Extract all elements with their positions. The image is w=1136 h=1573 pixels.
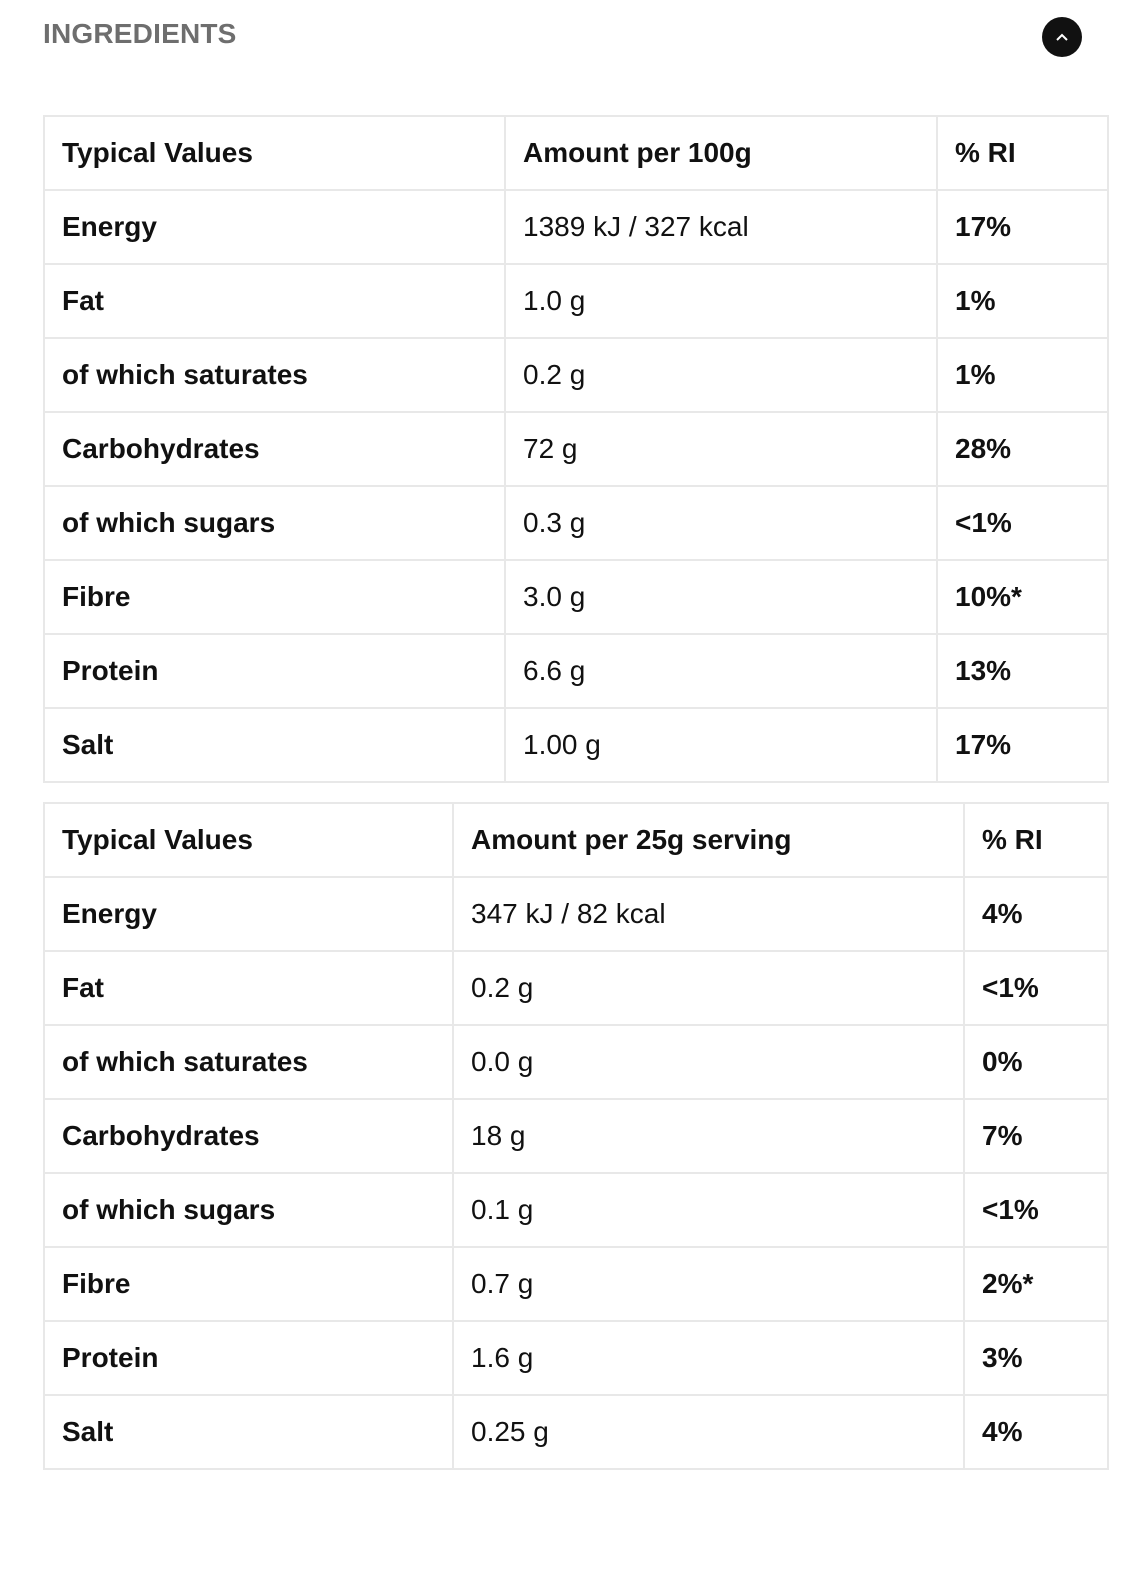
nutrient-name: Energy [43,876,454,952]
header-cell: Typical Values [43,115,506,191]
ri-percent: 7% [963,1098,1109,1174]
amount: 0.1 g [452,1172,965,1248]
ri-percent: 17% [936,189,1109,265]
header-cell: Amount per 25g serving [452,802,965,878]
amount: 1.00 g [504,707,938,783]
nutrient-name: Carbohydrates [43,411,506,487]
amount: 3.0 g [504,559,938,635]
nutrient-name: Protein [43,1320,454,1396]
header-cell: Amount per 100g [504,115,938,191]
table-row: of which sugars 0.3 g <1% [43,485,1109,561]
nutrient-name: Protein [43,633,506,709]
nutrient-name: Fat [43,263,506,339]
amount: 18 g [452,1098,965,1174]
table-row: Fibre 0.7 g 2%* [43,1246,1109,1322]
table-row: Salt 0.25 g 4% [43,1394,1109,1470]
ri-percent: 10%* [936,559,1109,635]
ri-percent: <1% [963,950,1109,1026]
table-row: Energy 1389 kJ / 327 kcal 17% [43,189,1109,265]
nutrient-name: Fibre [43,1246,454,1322]
header-cell: % RI [963,802,1109,878]
amount: 1.0 g [504,263,938,339]
table-row: Salt 1.00 g 17% [43,707,1109,783]
nutrient-name: of which saturates [43,1024,454,1100]
amount: 0.2 g [452,950,965,1026]
header-cell: % RI [936,115,1109,191]
amount: 6.6 g [504,633,938,709]
table-row: Energy 347 kJ / 82 kcal 4% [43,876,1109,952]
table-row: of which saturates 0.2 g 1% [43,337,1109,413]
nutrient-name: Fibre [43,559,506,635]
tables: Typical Values Amount per 100g% RI Energy 1… [43,115,1109,1489]
nutrient-name: Salt [43,707,506,783]
ri-percent: 1% [936,337,1109,413]
amount: 0.7 g [452,1246,965,1322]
nutrient-name: Salt [43,1394,454,1470]
amount: 72 g [504,411,938,487]
amount: 0.25 g [452,1394,965,1470]
chevron-icon [1056,33,1068,41]
header-row: Typical Values Amount per 100g% RI [43,115,1109,191]
amount: 0.3 g [504,485,938,561]
amount: 347 kJ / 82 kcal [452,876,965,952]
ri-percent: 28% [936,411,1109,487]
section-title: INGREDIENTS [43,18,237,49]
table-body: Typical Values Amount per 25g serving% RI… [43,802,1109,1470]
ri-percent: 2%* [963,1246,1109,1322]
table-body: Typical Values Amount per 100g% RI Energy 1… [43,115,1109,783]
table-row: of which saturates 0.0 g 0% [43,1024,1109,1100]
table-row: Carbohydrates 18 g 7% [43,1098,1109,1174]
amount: 1.6 g [452,1320,965,1396]
nutrient-name: Fat [43,950,454,1026]
table-row: Carbohydrates 72 g 28% [43,411,1109,487]
table-row: Fat 1.0 g 1% [43,263,1109,339]
header-row: Typical Values Amount per 25g serving% RI [43,802,1109,878]
table-row: Fat 0.2 g <1% [43,950,1109,1026]
nutrient-name: of which saturates [43,337,506,413]
collapse-button[interactable] [1042,17,1082,57]
nutrient-name: of which sugars [43,485,506,561]
ri-percent: 17% [936,707,1109,783]
amount: 1389 kJ / 327 kcal [504,189,938,265]
ri-percent: 3% [963,1320,1109,1396]
nutrient-name: of which sugars [43,1172,454,1248]
ri-percent: <1% [963,1172,1109,1248]
nutrition-table: Typical Values Amount per 100g% RI Energy 1… [43,115,1109,783]
nutrient-name: Carbohydrates [43,1098,454,1174]
nutrient-name: Energy [43,189,506,265]
amount: 0.2 g [504,337,938,413]
ri-percent: 0% [963,1024,1109,1100]
table-row: Protein 6.6 g 13% [43,633,1109,709]
ri-percent: <1% [936,485,1109,561]
ri-percent: 13% [936,633,1109,709]
ri-percent: 1% [936,263,1109,339]
table-row: Protein 1.6 g 3% [43,1320,1109,1396]
header-cell: Typical Values [43,802,454,878]
nutrition-table: Typical Values Amount per 25g serving% RI… [43,802,1109,1470]
ri-percent: 4% [963,876,1109,952]
table-row: Fibre 3.0 g 10%* [43,559,1109,635]
ri-percent: 4% [963,1394,1109,1470]
table-row: of which sugars 0.1 g <1% [43,1172,1109,1248]
amount: 0.0 g [452,1024,965,1100]
